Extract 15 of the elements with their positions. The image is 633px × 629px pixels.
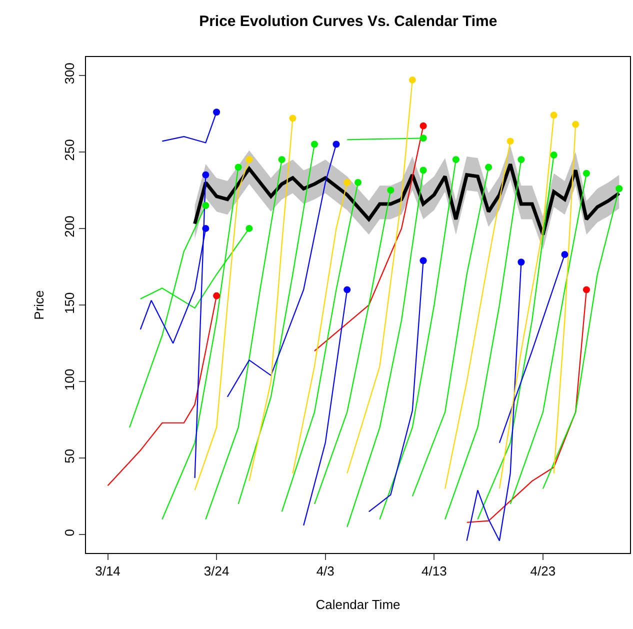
chart-title: Price Evolution Curves Vs. Calendar Time <box>199 13 498 30</box>
y-tick-label: 50 <box>62 448 77 464</box>
x-tick-label: 4/13 <box>422 564 447 579</box>
y-axis-title: Price <box>32 290 47 320</box>
y-tick-label: 0 <box>62 529 77 536</box>
y-tick-label: 250 <box>62 139 77 161</box>
y-tick-label: 300 <box>62 62 77 84</box>
x-tick-label: 3/24 <box>204 564 230 579</box>
x-axis-title: Calendar Time <box>316 597 400 612</box>
y-tick-label: 200 <box>62 216 77 238</box>
y-tick-label: 150 <box>62 292 77 314</box>
x-tick-label: 3/14 <box>95 564 120 579</box>
y-tick-label: 100 <box>62 368 77 390</box>
x-tick-label: 4/23 <box>530 564 556 579</box>
x-tick-label: 4/3 <box>316 564 334 579</box>
